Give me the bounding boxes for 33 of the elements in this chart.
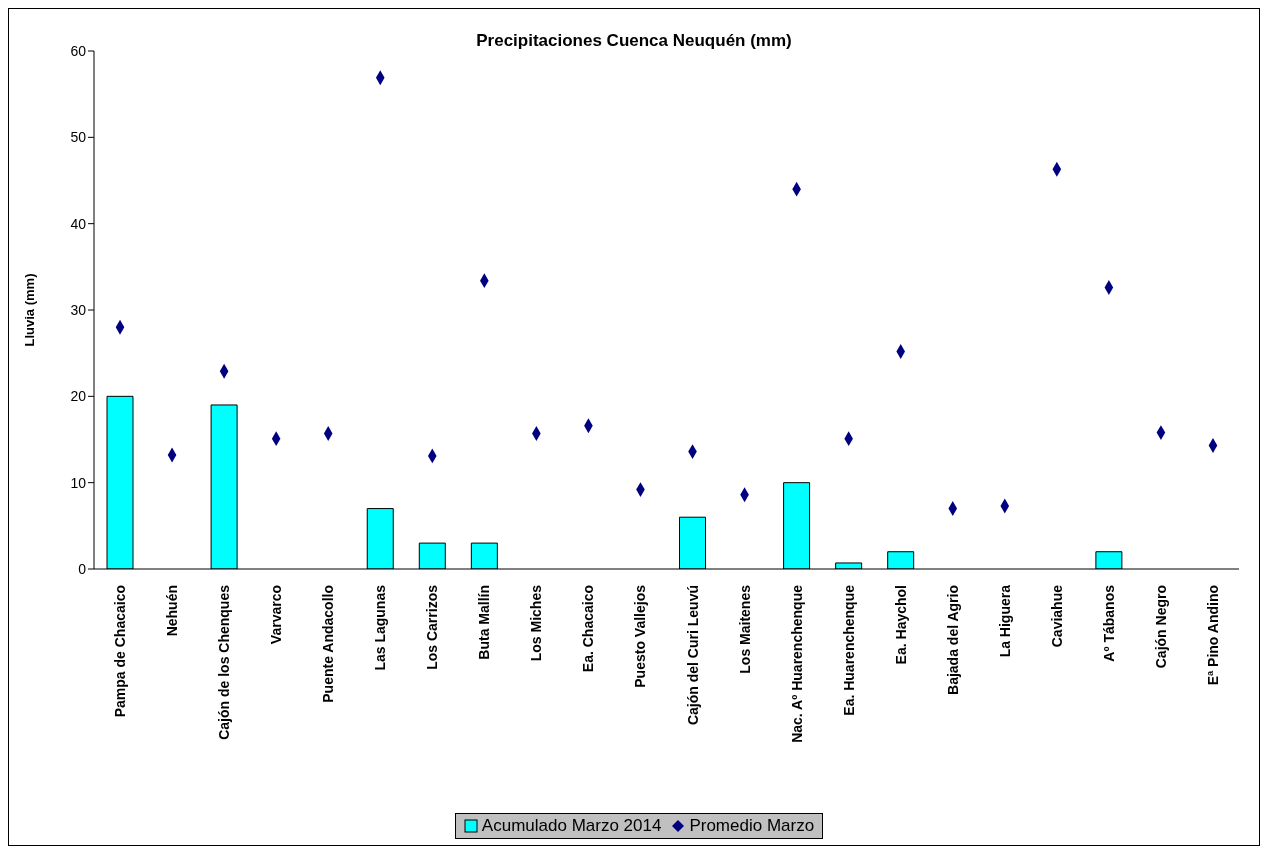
x-tick-label: Cajón del Curi Leuvú: [684, 585, 701, 726]
x-tick-label: Ea. Huarenchenque: [840, 584, 857, 716]
x-tick-label: Nac. Aº Huarenchenque: [788, 584, 805, 743]
y-tick-label: 30: [70, 301, 87, 318]
x-tick-label: Los Maitenes: [736, 584, 753, 674]
x-tick-label: Bajada del Agrio: [944, 585, 961, 695]
x-tick-label: Ea. Haychol: [892, 585, 909, 665]
y-axis-title: Lluvia (mm): [21, 273, 37, 347]
x-tick-label: Puente Andacollo: [320, 585, 337, 703]
x-tick-label: Puesto Vallejos: [632, 584, 649, 688]
chart-title: Precipitaciones Cuenca Neuquén (mm): [476, 31, 792, 50]
y-tick-label: 10: [70, 474, 87, 491]
legend-label: Promedio Marzo: [688, 816, 815, 836]
y-tick-label: 20: [70, 388, 87, 405]
x-tick-label: Caviahue: [1048, 584, 1065, 648]
y-tick-label: 60: [70, 42, 87, 59]
x-tick-label: Los Carrizos: [424, 584, 441, 670]
x-tick-label: Cajón Negro: [1152, 585, 1169, 669]
x-tick-label: Buta Mallín: [476, 585, 493, 660]
x-tick-label: Ea. Chacaico: [580, 585, 597, 673]
x-tick-label: Cajón de los Chenques: [216, 584, 233, 740]
legend-label: Acumulado Marzo 2014: [480, 816, 662, 836]
x-tick-label: Las Lagunas: [372, 584, 389, 671]
x-tick-label: Aº Tábanos: [1100, 584, 1117, 662]
x-tick-label: Pampa de Chacaico: [112, 585, 129, 718]
x-tick-label: Los Miches: [528, 584, 545, 662]
x-tick-label: Varvarco: [268, 585, 285, 645]
y-tick-label: 0: [78, 560, 87, 577]
x-tick-label: La Higuera: [996, 584, 1013, 658]
y-tick-label: 40: [70, 215, 87, 232]
x-tick-label: Nehuén: [164, 585, 181, 637]
y-tick-label: 50: [70, 129, 87, 146]
x-tick-label: Eª Pino Andino: [1204, 585, 1221, 686]
